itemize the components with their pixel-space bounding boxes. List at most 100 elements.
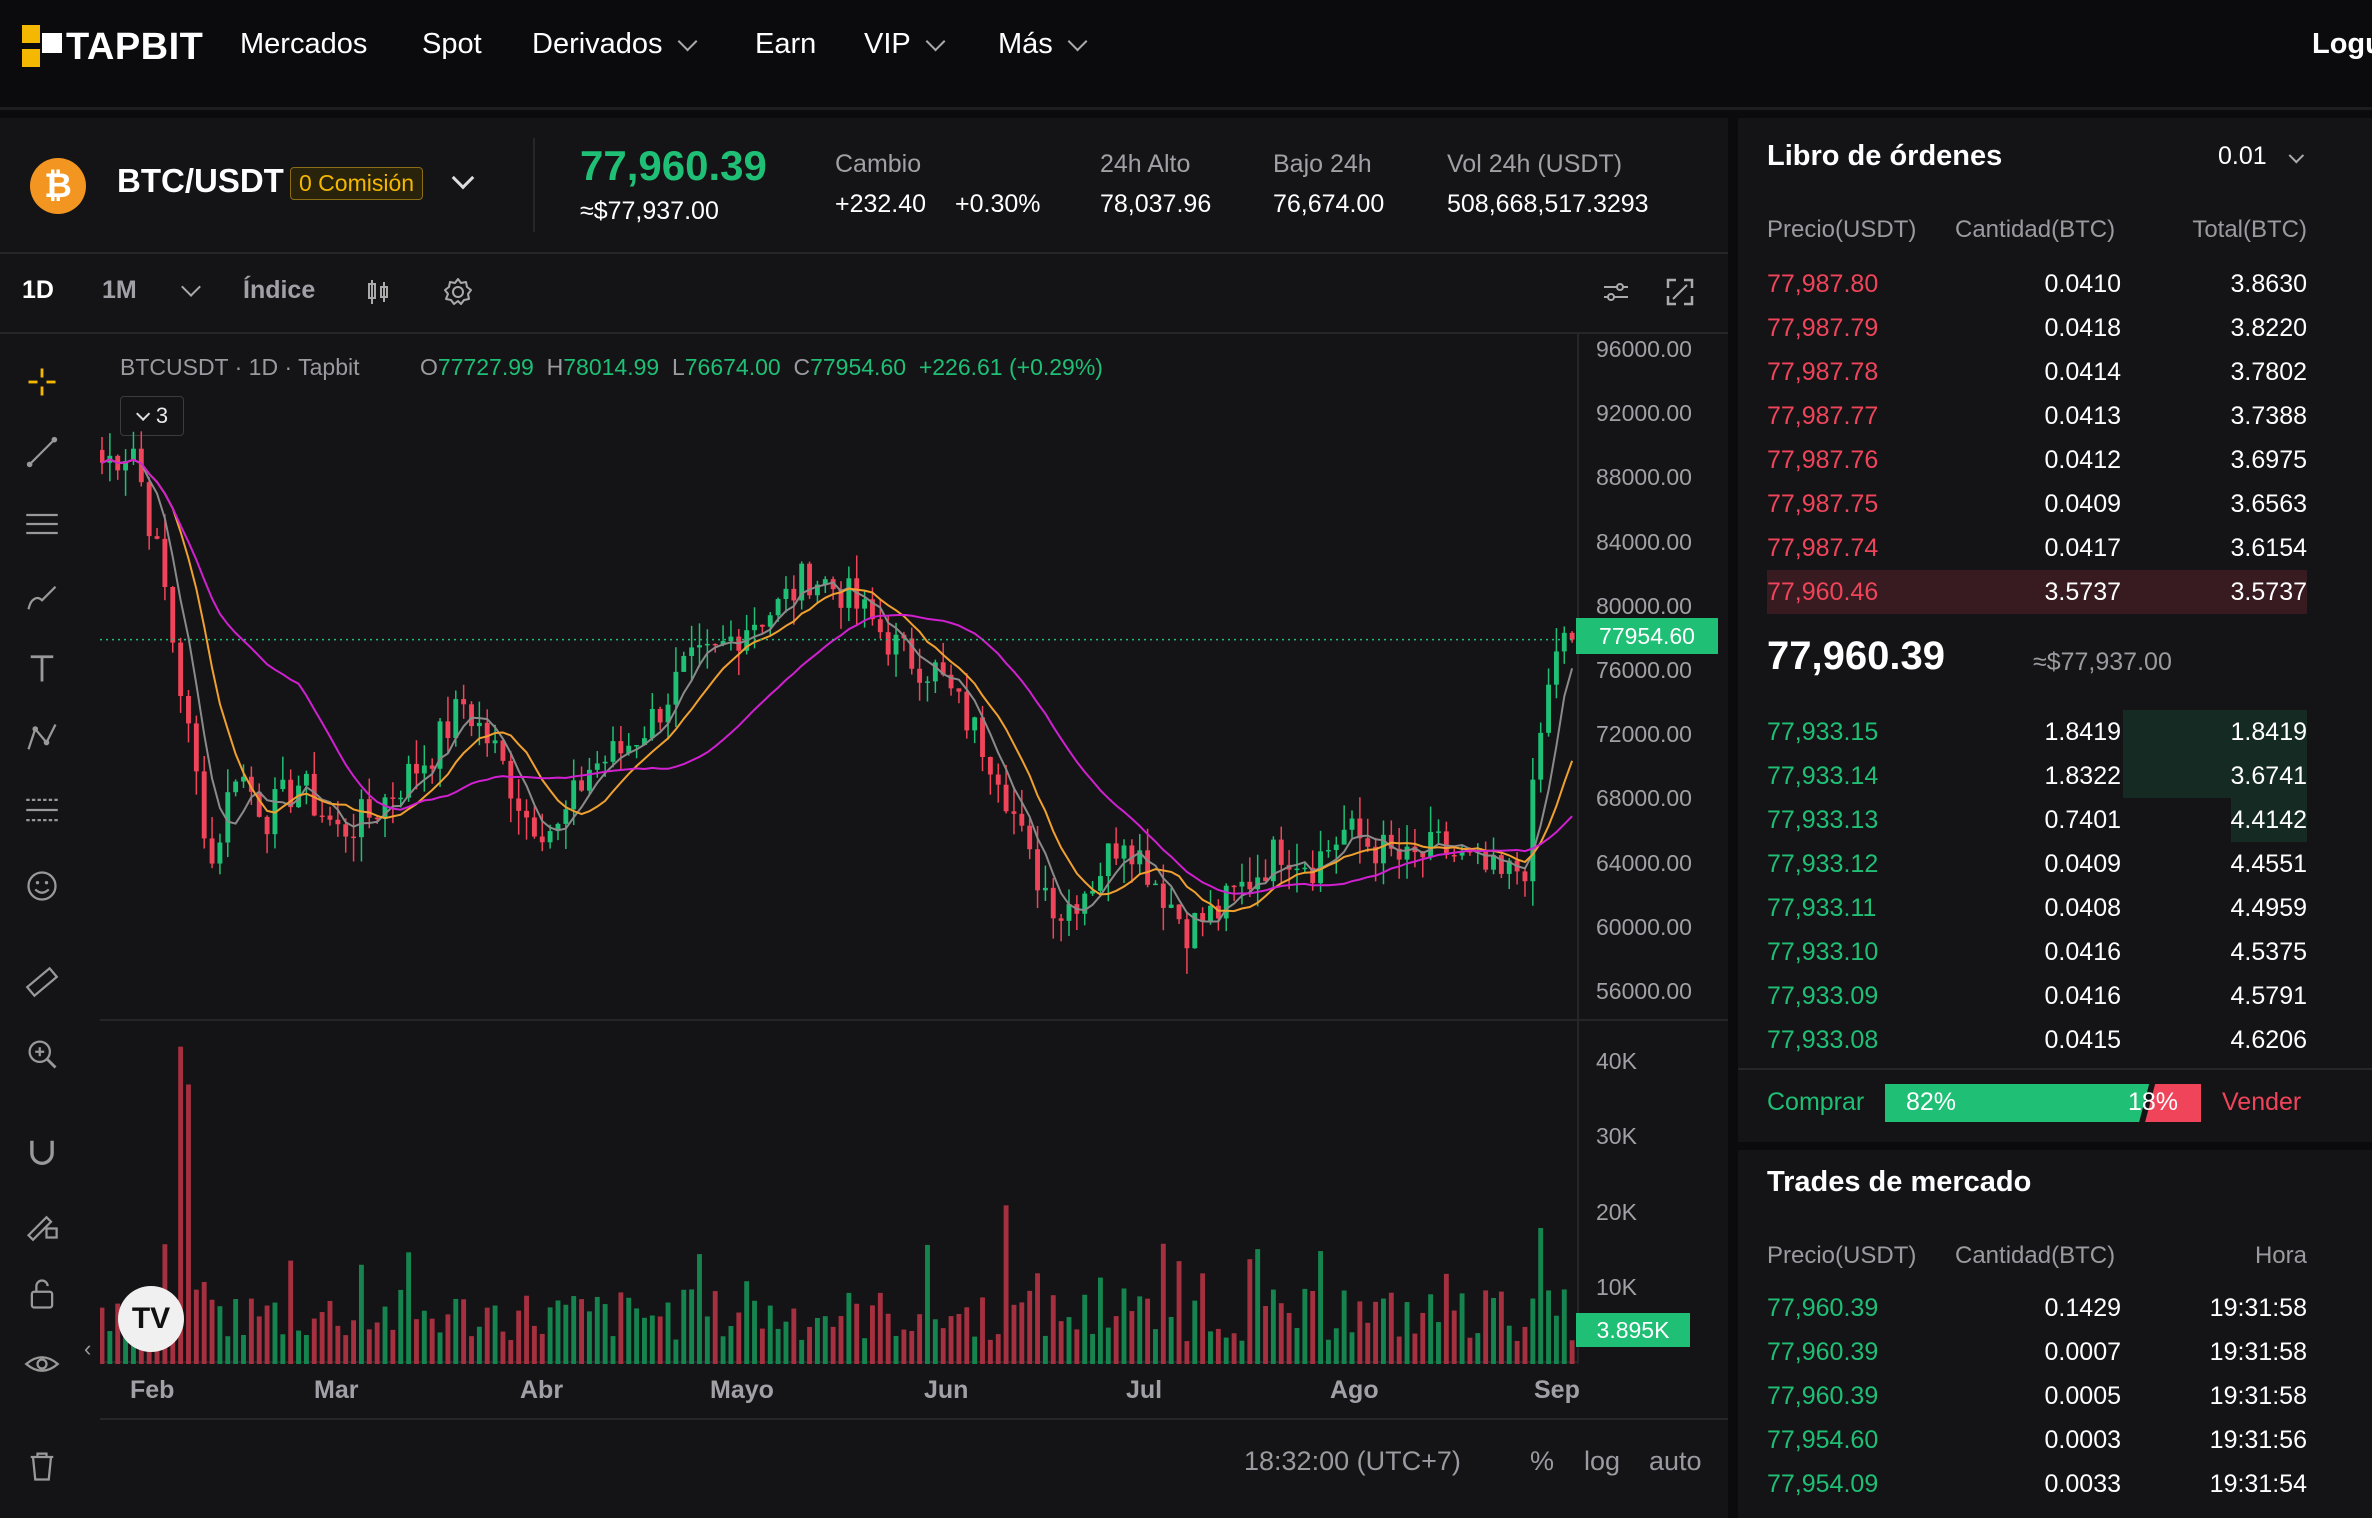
ask-row[interactable]: 77,987.76 0.0412 3.6975	[1767, 438, 2307, 482]
precision-select[interactable]: 0.01	[2218, 142, 2304, 171]
ruler-icon[interactable]	[14, 954, 70, 1010]
bid-row[interactable]: 77,933.13 0.7401 4.4142	[1767, 798, 2307, 842]
ask-row[interactable]: 77,987.79 0.0418 3.8220	[1767, 306, 2307, 350]
ask-row[interactable]: 77,987.77 0.0413 3.7388	[1767, 394, 2307, 438]
volume-bar	[767, 1305, 773, 1364]
interval-1m[interactable]: 1M	[102, 276, 137, 304]
pattern-icon[interactable]	[14, 710, 70, 766]
candle-body	[1215, 905, 1221, 919]
candle-body	[154, 536, 160, 539]
ask-row[interactable]: 77,987.75 0.0409 3.6563	[1767, 482, 2307, 526]
nav-derivados[interactable]: Derivados	[532, 28, 697, 61]
login-link[interactable]: Logu	[2312, 28, 2372, 61]
candles-icon[interactable]	[362, 276, 394, 308]
nav-earn[interactable]: Earn	[755, 28, 816, 61]
bid-row[interactable]: 77,933.15 1.8419 1.8419	[1767, 710, 2307, 754]
index-button[interactable]: Índice	[243, 276, 316, 304]
nav-vip[interactable]: VIP	[864, 28, 946, 61]
volume-bar	[1561, 1289, 1567, 1364]
volume-bar	[186, 1084, 191, 1364]
ask-price: 77,987.74	[1767, 534, 1879, 562]
candle-body	[571, 780, 577, 810]
volume-bar	[1569, 1340, 1575, 1364]
volume-bar	[980, 1297, 985, 1364]
nav-mercados[interactable]: Mercados	[240, 28, 367, 61]
log-toggle[interactable]: log	[1584, 1446, 1621, 1476]
ask-row[interactable]: 77,987.80 0.0410 3.8630	[1767, 262, 2307, 306]
volume-bar	[1082, 1294, 1088, 1364]
candle-body	[414, 763, 419, 774]
bid-row[interactable]: 77,933.09 0.0416 4.5791	[1767, 974, 2307, 1018]
eye-icon[interactable]	[14, 1336, 70, 1392]
text-icon[interactable]	[14, 640, 70, 696]
volume-bar	[1341, 1290, 1347, 1364]
volume-bar	[421, 1310, 427, 1364]
bid-qty: 0.0416	[2044, 982, 2121, 1010]
horizontal-lines-icon[interactable]	[14, 496, 70, 552]
price-chart[interactable]	[100, 334, 1728, 1419]
candle-body	[123, 461, 129, 471]
lock-icon[interactable]	[14, 1266, 70, 1322]
candle-body	[1270, 839, 1276, 882]
tradingview-logo[interactable]: TV	[118, 1286, 184, 1352]
depth-bar	[2231, 798, 2307, 842]
magnet-icon[interactable]	[14, 1124, 70, 1180]
bid-qty: 1.8322	[2044, 762, 2121, 790]
bid-row[interactable]: 77,933.08 0.0415 4.6206	[1767, 1018, 2307, 1062]
volume-bar	[704, 1316, 710, 1364]
crosshair-icon[interactable]	[14, 354, 70, 410]
candle-body	[288, 779, 294, 808]
candle-body	[673, 671, 679, 705]
nav-mas[interactable]: Más	[998, 28, 1088, 61]
candle-body	[131, 448, 136, 462]
bid-row[interactable]: 77,933.11 0.0408 4.4959	[1767, 886, 2307, 930]
volume-bar	[1160, 1243, 1166, 1364]
candle-body	[1247, 881, 1253, 890]
percent-toggle[interactable]: %	[1530, 1446, 1555, 1476]
auto-toggle[interactable]: auto	[1649, 1446, 1702, 1476]
bid-qty: 0.0415	[2044, 1026, 2121, 1054]
lock-drawing-icon[interactable]	[14, 1196, 70, 1252]
settings-gear-icon[interactable]	[442, 276, 474, 308]
ask-row[interactable]: 77,987.78 0.0414 3.7802	[1767, 350, 2307, 394]
tapbit-logo[interactable]: TAPBIT	[22, 22, 203, 72]
time-tick: Feb	[130, 1376, 175, 1404]
nav-spot[interactable]: Spot	[422, 28, 482, 61]
volume-bar	[500, 1331, 506, 1364]
price-tick: 92000.00	[1596, 400, 1692, 427]
bid-row[interactable]: 77,933.14 1.8322 3.6741	[1767, 754, 2307, 798]
indicators-toggle[interactable]: 3	[120, 396, 184, 436]
volume-bar	[1546, 1290, 1551, 1364]
fib-icon[interactable]	[14, 782, 70, 838]
bid-row[interactable]: 77,933.10 0.0416 4.5375	[1767, 930, 2307, 974]
volume-bar	[1388, 1292, 1394, 1364]
collapse-arrow-icon[interactable]: ‹	[84, 1336, 92, 1361]
volume-bar	[256, 1316, 262, 1364]
ask-row[interactable]: 77,987.74 0.0417 3.6154	[1767, 526, 2307, 570]
trend-line-icon[interactable]	[14, 424, 70, 480]
trash-icon[interactable]	[14, 1438, 70, 1494]
price-tick: 72000.00	[1596, 721, 1692, 748]
bid-row[interactable]: 77,933.12 0.0409 4.4551	[1767, 842, 2307, 886]
candle-body	[170, 587, 176, 643]
volume-bar	[657, 1316, 663, 1364]
candle-body	[382, 797, 388, 819]
sliders-icon[interactable]	[1600, 276, 1632, 308]
fullscreen-icon[interactable]	[1664, 276, 1696, 308]
brush-icon[interactable]	[14, 570, 70, 626]
candle-body	[1176, 904, 1182, 920]
volume-bar	[1278, 1303, 1284, 1364]
price-tick: 68000.00	[1596, 785, 1692, 812]
candle-body	[351, 836, 357, 839]
zoom-in-icon[interactable]	[14, 1026, 70, 1082]
candle-body	[1420, 852, 1426, 858]
ask-row[interactable]: 77,960.46 3.5737 3.5737	[1767, 570, 2307, 614]
candle-body	[1294, 868, 1300, 871]
candle-body	[1184, 919, 1190, 949]
interval-1d[interactable]: 1D	[22, 276, 54, 304]
pair-name[interactable]: BTC/USDT	[117, 162, 284, 199]
volume-bar	[1302, 1288, 1308, 1364]
emoji-icon[interactable]	[14, 858, 70, 914]
volume-tick: 30K	[1596, 1123, 1637, 1150]
bid-total: 4.6206	[2230, 1026, 2307, 1054]
